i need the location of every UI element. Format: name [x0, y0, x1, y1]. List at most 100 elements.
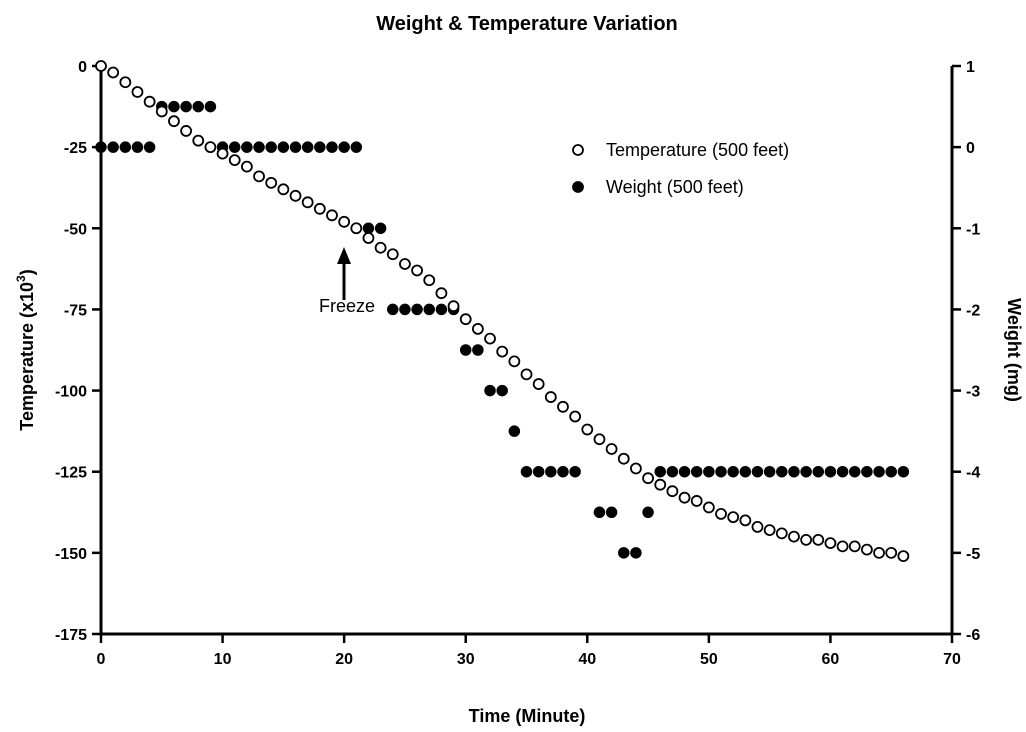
left-y-tick-label: -50 — [64, 221, 87, 238]
left-y-tick-label: -175 — [55, 627, 87, 644]
weight-point — [301, 141, 314, 153]
temperature-point — [289, 189, 302, 202]
temperature-point — [557, 400, 569, 413]
temperature-point — [423, 274, 436, 287]
weight-point — [605, 506, 618, 519]
weight-point — [885, 465, 897, 478]
legend-label-weight: Weight (500 feet) — [606, 177, 744, 197]
legend: Temperature (500 feet) Weight (500 feet) — [572, 140, 789, 197]
temperature-point — [155, 105, 168, 118]
weight-point — [399, 303, 411, 316]
chart-title: Weight & Temperature Variation — [376, 13, 678, 35]
weight-point — [715, 465, 727, 478]
weight-point — [569, 465, 581, 478]
temperature-point — [313, 202, 326, 215]
weight-point — [277, 141, 290, 153]
temperature-point — [326, 209, 338, 222]
x-tick-label: 60 — [822, 651, 840, 668]
weight-point — [241, 141, 253, 153]
temperature-point — [168, 115, 180, 128]
temperature-point — [131, 86, 144, 98]
left-y-axis-label-sup: 3 — [14, 275, 28, 282]
freeze-label: Freeze — [319, 296, 375, 316]
weight-point — [848, 465, 861, 478]
temperature-point — [484, 332, 496, 345]
weight-point — [618, 547, 630, 559]
temperature-point — [788, 530, 800, 543]
weight-point — [824, 465, 837, 478]
temperature-point — [228, 154, 241, 167]
weight-point — [836, 465, 849, 478]
weight-point — [654, 465, 666, 478]
left-y-tick-label: 0 — [78, 59, 87, 76]
temperature-point — [678, 491, 691, 504]
weight-point — [326, 141, 338, 153]
weight-point — [131, 141, 144, 153]
temperature-point — [350, 222, 363, 235]
left-y-tick-label: -125 — [55, 465, 87, 482]
weight-point — [289, 141, 302, 153]
temperature-point — [885, 546, 898, 559]
x-tick-label: 20 — [335, 651, 353, 668]
right-y-tick-label: -2 — [966, 302, 980, 319]
temperature-point — [873, 546, 885, 559]
temperature-point — [253, 170, 265, 183]
x-tick-label: 40 — [578, 651, 596, 668]
temperature-point — [532, 378, 545, 390]
weight-point — [593, 506, 606, 519]
temperature-point — [654, 478, 667, 491]
temperature-point — [216, 147, 229, 160]
weight-point — [228, 141, 241, 153]
right-y-tick-label: 1 — [966, 59, 975, 76]
weight-point — [776, 465, 788, 478]
weight-point — [423, 303, 435, 316]
temperature-point — [617, 452, 630, 465]
weight-point — [95, 141, 107, 153]
temperature-point — [751, 520, 764, 533]
temperature-point — [508, 355, 521, 368]
weight-point — [119, 141, 132, 153]
weight-point — [763, 465, 776, 478]
weight-point — [642, 506, 654, 519]
left-y-tick-label: -25 — [64, 140, 87, 157]
weight-point — [496, 384, 508, 397]
right-y-tick-label: -6 — [966, 627, 980, 644]
weight-point — [861, 465, 873, 478]
weight-point — [751, 465, 764, 478]
temperature-point — [605, 443, 618, 455]
temperature-point — [496, 345, 509, 358]
x-tick-label: 50 — [700, 651, 718, 668]
weight-point — [557, 465, 569, 478]
temperature-point — [471, 323, 484, 335]
temperature-point — [459, 313, 472, 326]
temperature-point — [690, 495, 703, 507]
temperature-point — [544, 391, 557, 403]
left-y-tick-label: -75 — [64, 302, 87, 319]
marks-layer — [95, 60, 910, 563]
weight-point — [703, 465, 715, 478]
temperature-point — [107, 66, 120, 79]
temperature-point — [240, 160, 253, 173]
temperature-point — [386, 248, 399, 261]
temperature-point — [581, 423, 594, 436]
freeze-annotation: Freeze — [319, 247, 375, 316]
temperature-point — [95, 60, 107, 72]
x-tick-label: 30 — [457, 651, 475, 668]
temperature-point — [569, 410, 582, 423]
weight-point — [459, 344, 472, 356]
x-tick-label: 10 — [214, 651, 232, 668]
right-y-tick-label: -1 — [966, 221, 980, 238]
left-y-axis-label-main: Temperature (x10 — [17, 282, 37, 431]
weight-point — [520, 465, 533, 478]
left-y-axis-label-close: ) — [17, 269, 37, 275]
temperature-point — [800, 533, 813, 546]
right-y-tick-label: -4 — [966, 465, 980, 482]
temperature-point — [630, 462, 642, 475]
temperature-point — [192, 134, 205, 147]
right-y-tick-label: -3 — [966, 384, 980, 401]
weight-point — [338, 141, 350, 153]
weight-point — [739, 465, 752, 478]
temperature-point — [727, 511, 740, 524]
temperature-point — [374, 241, 387, 254]
